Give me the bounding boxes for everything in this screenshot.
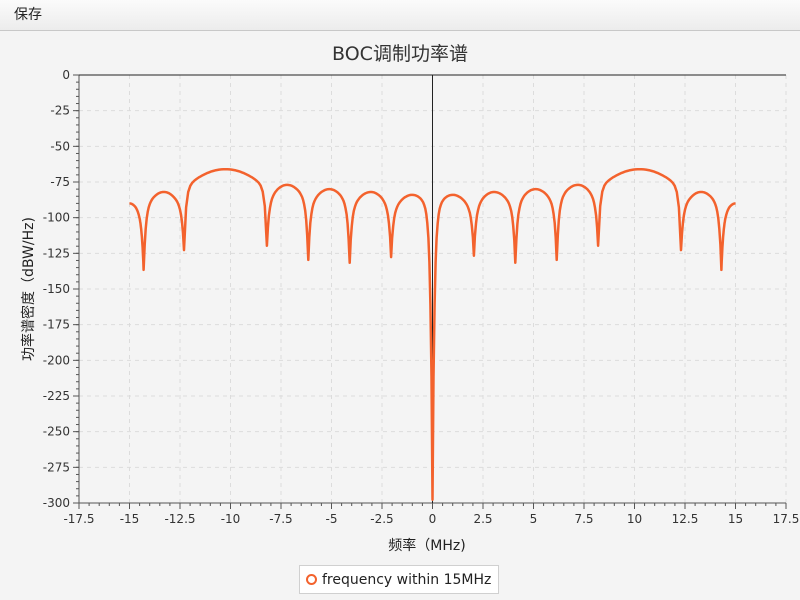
legend-marker-icon <box>306 574 317 585</box>
y-tick-label: 0 <box>62 68 70 82</box>
x-tick-label: 17.5 <box>773 512 800 526</box>
x-tick-label: 12.5 <box>672 512 699 526</box>
save-menu[interactable]: 保存 <box>14 7 42 23</box>
y-tick-label: -200 <box>43 353 70 367</box>
y-tick-label: -225 <box>43 389 70 403</box>
x-tick-label: -15 <box>120 512 140 526</box>
x-tick-label: -5 <box>326 512 338 526</box>
x-tick-label: -12.5 <box>164 512 195 526</box>
y-tick-label: -175 <box>43 318 70 332</box>
y-tick-label: -250 <box>43 425 70 439</box>
x-tick-label: -17.5 <box>63 512 94 526</box>
y-tick-label: -150 <box>43 282 70 296</box>
series-line-frequency <box>128 167 737 502</box>
x-tick-label: 5 <box>530 512 538 526</box>
y-tick-label: -50 <box>50 139 70 153</box>
y-axis-label: 功率谱密度（dBW/Hz) <box>20 217 37 361</box>
x-tick-label: 0 <box>429 512 437 526</box>
y-tick-label: -75 <box>50 175 70 189</box>
legend: frequency within 15MHz <box>299 565 499 594</box>
y-tick-label: -100 <box>43 211 70 225</box>
chart-title: BOC调制功率谱 <box>332 43 468 65</box>
y-tick-label: -275 <box>43 460 70 474</box>
x-axis-label: 频率（MHz) <box>388 537 465 554</box>
y-tick-label: -125 <box>43 246 70 260</box>
chart: -17.5 -15 -12.5 -10 -7.5 -5 -2.5 0 2.5 5 7.5 10 12.5… <box>20 43 800 554</box>
x-tick-label: -10 <box>221 512 241 526</box>
x-tick-label: 7.5 <box>574 512 593 526</box>
menu-bar: 保存 <box>0 0 800 31</box>
x-tick-label: -2.5 <box>370 512 393 526</box>
y-tick-label: -300 <box>43 496 70 510</box>
x-tick-label: 15 <box>728 512 743 526</box>
x-tick-label: 10 <box>627 512 642 526</box>
x-tick-label: -7.5 <box>269 512 292 526</box>
x-tick-label: 2.5 <box>473 512 492 526</box>
legend-label: frequency within 15MHz <box>322 571 492 588</box>
y-tick-label: -25 <box>50 104 70 118</box>
